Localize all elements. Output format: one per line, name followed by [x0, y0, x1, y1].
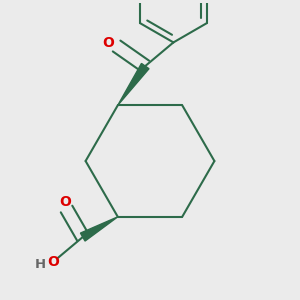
Text: O: O — [59, 195, 70, 209]
Polygon shape — [80, 217, 118, 241]
Text: H: H — [35, 258, 46, 271]
Text: O: O — [103, 36, 114, 50]
Polygon shape — [118, 63, 149, 105]
Text: O: O — [48, 255, 59, 269]
